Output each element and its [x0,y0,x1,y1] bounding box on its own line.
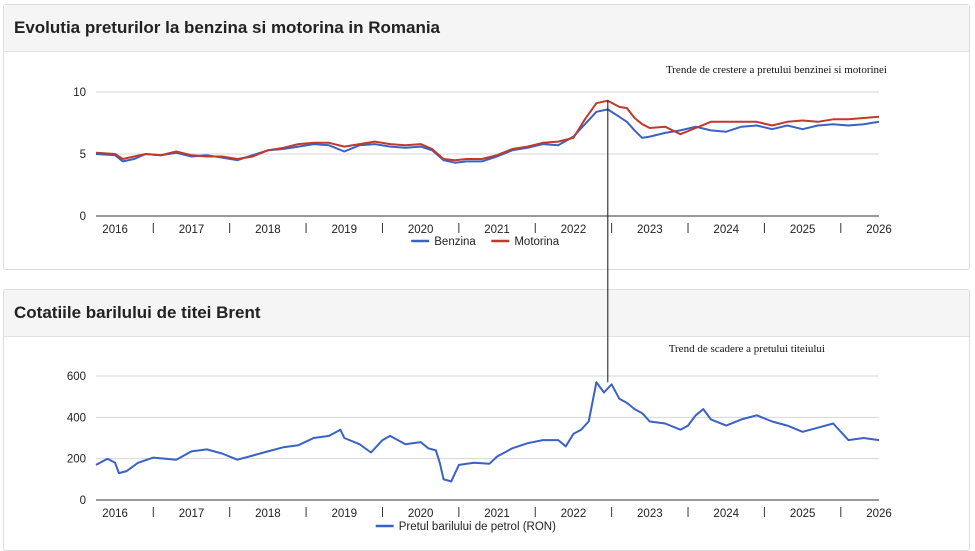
trend-annotation: Trende de crestere a pretului benzinei s… [666,64,887,76]
y-tick-label: 5 [80,149,86,161]
x-tick-label: 2024 [713,508,739,520]
fuel-panel-title: Evolutia preturilor la benzina si motori… [4,5,969,52]
x-tick-label: 2018 [255,508,281,520]
x-tick-label: 2019 [331,224,357,236]
x-tick-label: 2025 [790,508,816,520]
brent-price-chart: 0 200 400 600 2016 2017 2018 2019 2020 2021 2022 20… [67,343,892,533]
y-tick-label: 200 [67,454,86,466]
trend-annotation: Trend de scadere a pretului titeiului [669,343,825,355]
brent-price-panel: Cotatiile barilului de titei Brent [3,289,970,551]
x-tick-label: 2016 [102,224,128,236]
x-tick-label: 2022 [561,508,587,520]
fuel-price-panel: Evolutia preturilor la benzina si motori… [3,4,970,270]
fuel-price-chart: 0 5 10 2016 2017 2018 2019 2020 2021 2022 2023 2024… [73,64,892,248]
y-tick-label: 0 [80,211,86,223]
x-tick-label: 2023 [637,508,663,520]
x-tick-label: 2022 [561,224,587,236]
x-tick-label: 2026 [866,224,892,236]
legend-label: Benzina [434,236,476,248]
x-tick-label: 2023 [637,224,663,236]
x-tick-label: 2017 [179,508,205,520]
brent-panel-title: Cotatiile barilului de titei Brent [4,290,969,337]
y-tick-label: 10 [73,87,86,99]
x-tick-label: 2021 [484,508,510,520]
x-tick-label: 2024 [713,224,739,236]
x-tick-label: 2016 [102,508,128,520]
y-tick-label: 0 [80,495,86,507]
legend-label: Pretul barilului de petrol (RON) [399,521,556,533]
series-line-benzina [95,108,880,164]
y-tick-label: 400 [67,412,86,424]
x-tick-label: 2018 [255,224,281,236]
x-tick-label: 2025 [790,224,816,236]
series-line-pretul-barilului-de-petrol-ron- [95,381,880,483]
x-tick-label: 2017 [179,224,205,236]
y-tick-label: 600 [67,371,86,383]
series-line-motorina [95,99,880,162]
x-tick-label: 2020 [408,224,434,236]
x-tick-label: 2021 [484,224,510,236]
x-tick-label: 2020 [408,508,434,520]
x-tick-label: 2026 [866,508,892,520]
x-tick-label: 2019 [331,508,357,520]
legend-label: Motorina [514,236,559,248]
